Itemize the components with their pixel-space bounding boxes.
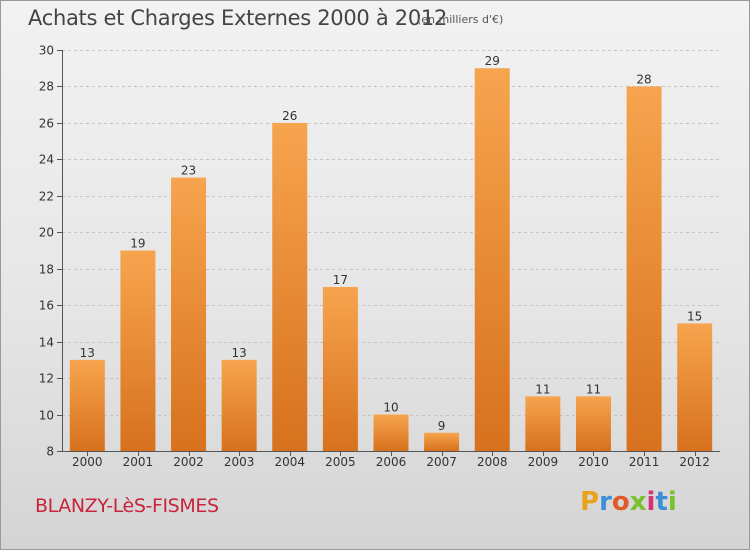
data-label: 17 [333, 273, 348, 287]
x-tick-label: 2010 [578, 455, 609, 469]
y-tick-label: 18 [39, 263, 54, 277]
grid-lines [62, 50, 720, 416]
bar [575, 396, 611, 451]
unit-note: (en milliers d'€) [417, 13, 504, 26]
data-label: 15 [687, 309, 702, 323]
bar [677, 323, 713, 451]
y-tick-label: 26 [39, 117, 54, 131]
x-tick-label: 2004 [274, 455, 305, 469]
y-tick-label: 12 [39, 372, 54, 386]
data-label: 23 [181, 164, 196, 178]
commune-name: BLANZY-LèS-FISMES [35, 495, 219, 517]
data-label: 10 [383, 401, 398, 415]
bar [69, 359, 105, 451]
data-label: 13 [232, 346, 247, 360]
x-tick-label: 2005 [325, 455, 356, 469]
data-label: 9 [438, 419, 446, 433]
y-tick-label: 22 [39, 190, 54, 204]
bar [424, 432, 460, 451]
labels: 8 10 12 14 16 18 20 22 24 26 28 30 13 2000 19 2001 23 200… [39, 44, 710, 470]
x-tick-label: 2008 [477, 455, 508, 469]
data-label: 28 [636, 72, 651, 86]
y-tick-label: 8 [46, 445, 54, 459]
x-tick-label: 2001 [123, 455, 154, 469]
data-label: 19 [130, 237, 145, 251]
data-label: 11 [586, 382, 601, 396]
proxiti-logo: Proxiti [580, 487, 677, 517]
y-tick-label: 20 [39, 226, 54, 240]
y-tick-label: 28 [39, 80, 54, 94]
bar [120, 250, 156, 451]
x-tick-label: 2012 [679, 455, 710, 469]
chart-title: Achats et Charges Externes 2000 à 2012 [28, 6, 448, 30]
x-tick-label: 2009 [528, 455, 559, 469]
data-label: 13 [80, 346, 95, 360]
bar [322, 286, 358, 451]
bars [69, 68, 713, 452]
axes [57, 50, 720, 456]
x-tick-label: 2006 [376, 455, 407, 469]
bar [221, 359, 257, 451]
x-tick-label: 2011 [629, 455, 660, 469]
bar [171, 177, 207, 451]
bar [474, 68, 510, 452]
bar [626, 86, 662, 452]
x-tick-label: 2002 [173, 455, 204, 469]
bar [525, 396, 561, 451]
y-tick-label: 24 [39, 153, 54, 167]
x-tick-label: 2003 [224, 455, 255, 469]
data-label: 26 [282, 109, 297, 123]
bar [373, 414, 409, 451]
y-tick-label: 16 [39, 299, 54, 313]
y-tick-label: 14 [39, 336, 54, 350]
bar [272, 122, 308, 451]
data-label: 29 [485, 54, 500, 68]
y-tick-label: 30 [39, 44, 54, 58]
x-tick-label: 2007 [426, 455, 457, 469]
y-tick-label: 10 [39, 409, 54, 423]
x-tick-label: 2000 [72, 455, 103, 469]
data-label: 11 [535, 382, 550, 396]
